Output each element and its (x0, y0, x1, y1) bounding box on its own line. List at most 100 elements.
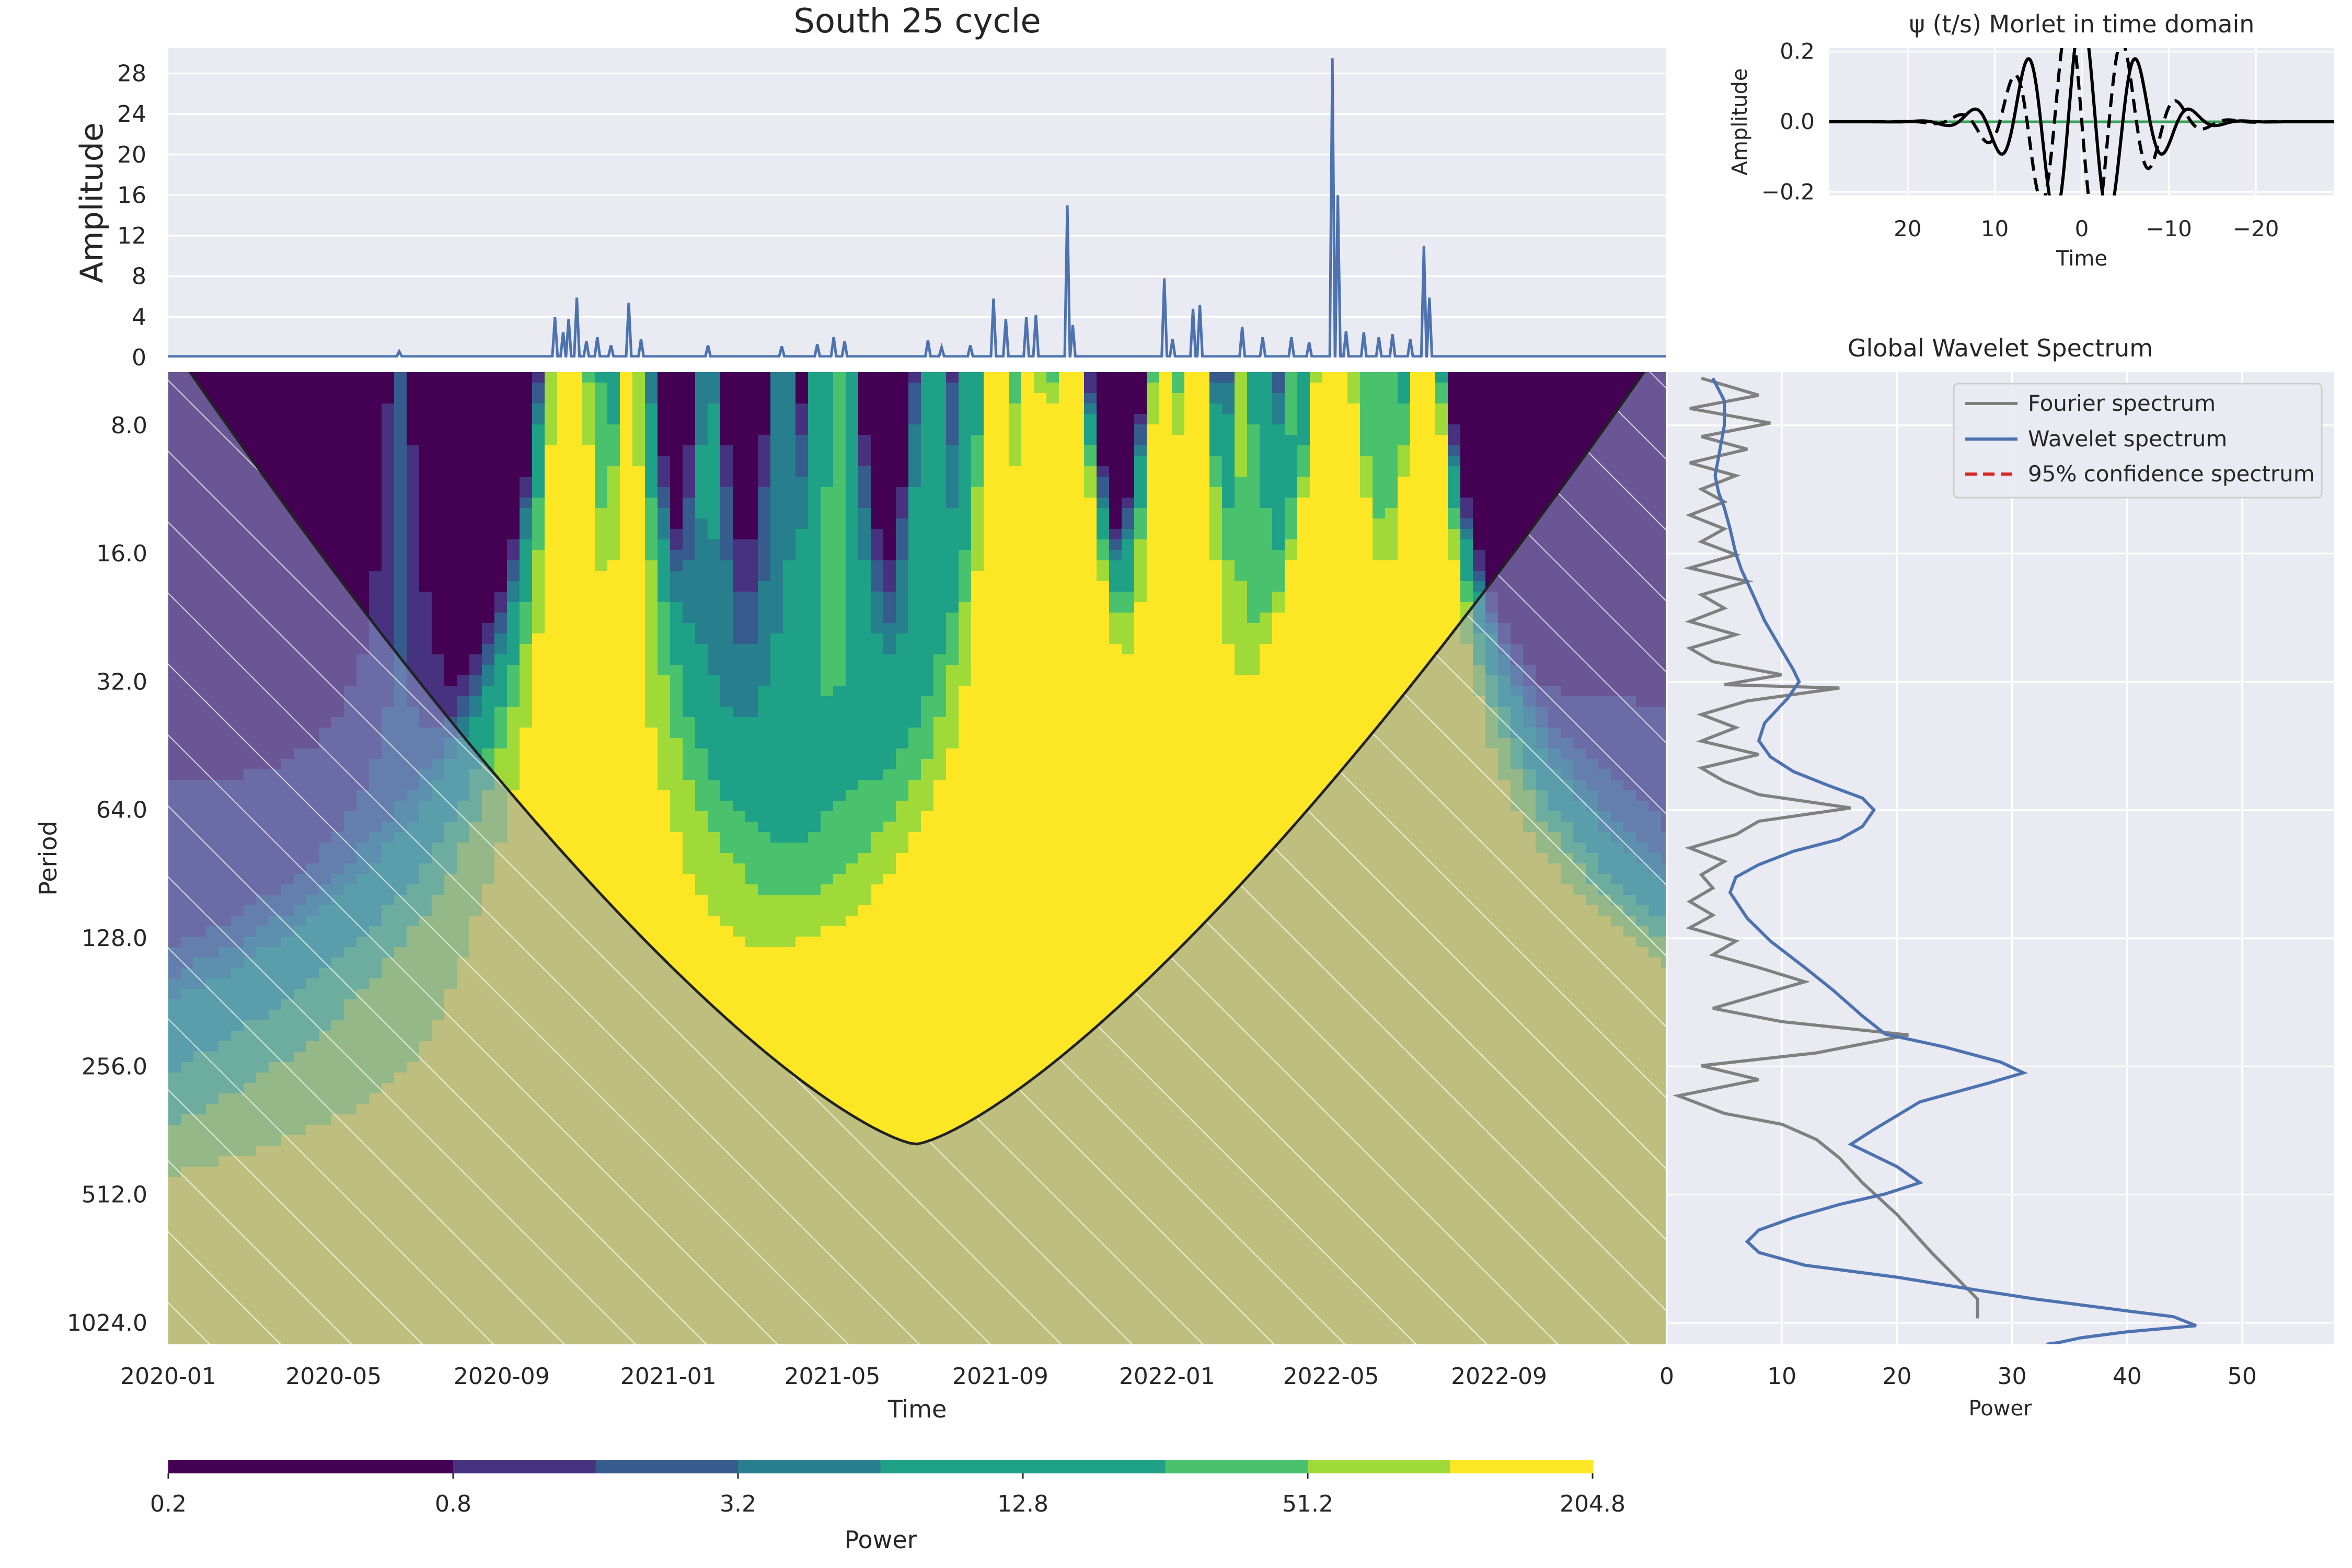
power-cell (921, 560, 934, 571)
power-cell (1046, 613, 1059, 624)
power-cell (557, 414, 570, 425)
power-cell (758, 769, 771, 780)
power-cell (745, 686, 758, 697)
power-cell (733, 477, 746, 488)
power-cell (1122, 780, 1135, 791)
power-cell (369, 372, 382, 383)
power-cell (745, 717, 758, 728)
power-cell (1122, 654, 1135, 665)
power-cell (871, 456, 884, 467)
power-cell (1423, 633, 1436, 644)
power-cell (858, 769, 871, 780)
power-cell (532, 403, 545, 414)
power-cell (1021, 613, 1034, 624)
power-cell (1197, 393, 1210, 404)
power-cell (570, 780, 583, 791)
power-cell (607, 539, 620, 550)
power-cell (1071, 728, 1085, 739)
power-cell (1511, 435, 1524, 446)
power-cell (683, 738, 696, 749)
power-cell (1385, 644, 1398, 655)
power-cell (1297, 592, 1310, 603)
power-cell (1059, 717, 1072, 728)
power-cell (1034, 696, 1047, 707)
power-cell (808, 529, 821, 540)
power-cell (306, 456, 319, 467)
power-cell (733, 529, 746, 540)
power-cell (1310, 759, 1323, 770)
power-cell (1448, 487, 1461, 498)
power-cell (783, 518, 796, 529)
power-cell (959, 414, 972, 425)
power-cell (795, 665, 809, 676)
power-cell (432, 602, 445, 613)
power-cell (1071, 403, 1085, 414)
power-cell (1548, 383, 1561, 394)
power-cell (1172, 581, 1185, 592)
power-cell (1071, 445, 1085, 456)
power-cell (1322, 696, 1335, 707)
power-cell (821, 456, 834, 467)
power-cell (1573, 414, 1586, 425)
power-cell (570, 456, 583, 467)
power-cell (469, 613, 482, 624)
power-cell (1159, 560, 1172, 571)
power-cell (432, 665, 445, 676)
power-cell (520, 435, 533, 446)
power-cell (745, 456, 758, 467)
power-cell (532, 560, 545, 571)
power-cell (883, 592, 896, 603)
power-cell (933, 633, 947, 644)
power-cell (1335, 435, 1348, 446)
power-cell (833, 466, 846, 477)
power-cell (1109, 403, 1122, 414)
power-cell (645, 623, 658, 634)
power-cell (758, 592, 771, 603)
power-cell (632, 571, 645, 582)
power-cell (745, 487, 758, 498)
power-cell (570, 445, 583, 456)
power-cell (1360, 592, 1373, 603)
power-cell (419, 518, 432, 529)
power-cell (595, 592, 608, 603)
power-cell (1235, 487, 1248, 498)
power-cell (984, 613, 997, 624)
power-cell (557, 560, 570, 571)
power-cell (1209, 372, 1223, 383)
power-cell (382, 477, 395, 488)
power-cell (1410, 518, 1423, 529)
power-cell (570, 539, 583, 550)
power-cell (1360, 707, 1373, 718)
power-cell (1322, 372, 1335, 383)
power-cell (294, 466, 307, 477)
power-cell (520, 529, 533, 540)
power-cell (1109, 393, 1122, 404)
power-cell (733, 508, 746, 519)
power-cell (1285, 372, 1298, 383)
power-cell (432, 644, 445, 655)
power-cell (908, 518, 921, 529)
power-cell (1059, 414, 1072, 425)
power-cell (1297, 560, 1310, 571)
power-cell (946, 633, 959, 644)
power-cell (607, 717, 620, 728)
power-cell (795, 466, 809, 477)
power-cell (507, 477, 520, 488)
power-cell (1034, 581, 1047, 592)
power-cell (1373, 644, 1386, 655)
power-cell (1285, 644, 1298, 655)
power-cell (871, 602, 884, 613)
power-cell (683, 633, 696, 644)
power-cell (1360, 581, 1373, 592)
power-cell (1097, 633, 1110, 644)
power-cell (319, 508, 332, 519)
power-cell (1335, 403, 1348, 414)
power-cell (908, 393, 921, 404)
power-cell (244, 424, 257, 435)
power-cell (795, 633, 809, 644)
power-cell (595, 571, 608, 582)
power-cell (1147, 759, 1160, 770)
power-cell (1247, 403, 1260, 414)
power-cell (1172, 518, 1185, 529)
power-cell (821, 717, 834, 728)
